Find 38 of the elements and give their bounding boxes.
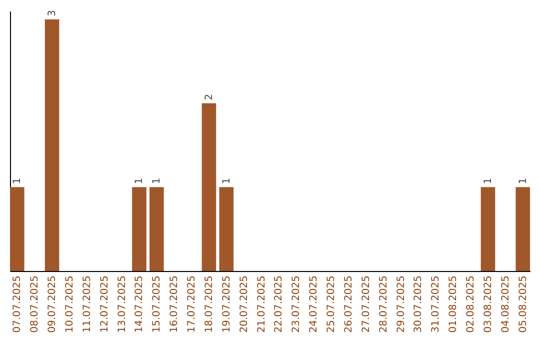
x-tick-label: 24.07.2025 (308, 276, 320, 333)
x-tick-label: 09.07.2025 (47, 276, 58, 333)
data-label: 1 (12, 178, 24, 184)
data-label: 1 (152, 178, 163, 184)
x-tick-label: 02.08.2025 (466, 276, 477, 333)
x-tick-label: 08.07.2025 (30, 276, 41, 333)
x-tick-label: 10.07.2025 (64, 276, 76, 333)
x-tick-label: 26.07.2025 (343, 276, 354, 333)
x-tick-label: 04.08.2025 (500, 276, 512, 333)
x-tick-label: 16.07.2025 (169, 276, 180, 333)
x-tick-label: 30.07.2025 (413, 276, 424, 333)
data-label: 1 (134, 178, 146, 184)
x-tick-label: 25.07.2025 (326, 276, 338, 333)
x-tick-label: 07.07.2025 (12, 276, 24, 333)
x-tick-label: 03.08.2025 (482, 276, 494, 333)
x-tick-label: 31.07.2025 (430, 276, 442, 333)
x-tick-label: 14.07.2025 (134, 276, 146, 333)
x-tick-label: 05.08.2025 (518, 276, 529, 333)
x-tick-label: 15.07.2025 (152, 276, 163, 333)
x-tick-label: 21.07.2025 (256, 276, 268, 333)
data-label: 3 (47, 10, 58, 16)
x-tick-label: 17.07.2025 (186, 276, 198, 333)
x-tick-label: 27.07.2025 (360, 276, 372, 333)
x-tick-label: 29.07.2025 (396, 276, 407, 333)
x-tick-label: 12.07.2025 (99, 276, 110, 333)
x-tick-label: 23.07.2025 (291, 276, 302, 333)
x-tick-label: 01.08.2025 (448, 276, 460, 333)
data-label: 1 (221, 178, 232, 184)
x-tick-label: 19.07.2025 (221, 276, 232, 333)
x-tick-label: 13.07.2025 (116, 276, 128, 333)
x-tick-label: 28.07.2025 (378, 276, 390, 333)
x-tick-label: 18.07.2025 (204, 276, 215, 333)
data-label: 2 (204, 94, 215, 100)
x-tick-label: 20.07.2025 (238, 276, 250, 333)
x-tick-label: 22.07.2025 (274, 276, 285, 333)
data-label: 1 (518, 178, 529, 184)
x-tick-label: 11.07.2025 (82, 276, 93, 333)
data-label: 1 (482, 178, 494, 184)
